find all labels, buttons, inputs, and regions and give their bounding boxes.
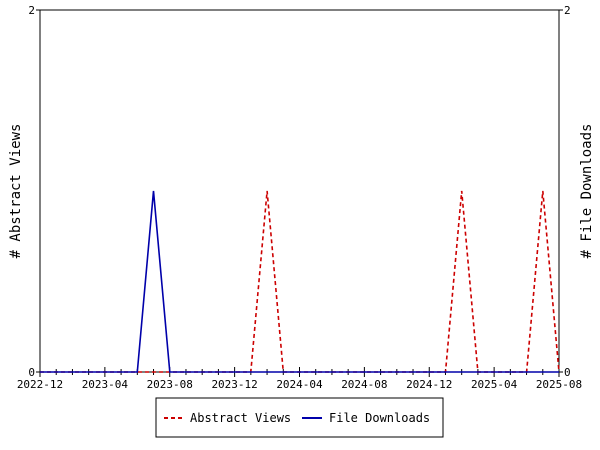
x-tick-label: 2023-08 xyxy=(147,378,193,391)
plot-area xyxy=(39,9,560,373)
series-line-file-downloads xyxy=(40,190,559,373)
x-axis-tick-labels: 2022-12 2023-04 2023-08 2023-12 2024-04 2024-… xyxy=(17,378,582,391)
x-tick-label: 2025-08 xyxy=(536,378,582,391)
y-axis-left-label: # Abstract Views xyxy=(8,124,24,259)
y-left-tick-label-max: 2 xyxy=(28,4,35,17)
x-tick-label: 2024-12 xyxy=(406,378,452,391)
x-tick-label: 2023-12 xyxy=(211,378,257,391)
legend-box xyxy=(155,397,444,438)
legend-label-abstract-views: Abstract Views xyxy=(190,411,291,425)
x-tick-label: 2023-04 xyxy=(82,378,129,391)
y-axis-right-label: # File Downloads xyxy=(579,124,595,259)
x-tick-label: 2024-04 xyxy=(276,378,323,391)
y-right-tick-label-min: 0 xyxy=(564,366,571,379)
series-lines xyxy=(40,190,560,373)
x-tick-label: 2024-08 xyxy=(341,378,387,391)
y-left-tick-label-min: 0 xyxy=(28,366,35,379)
legend: Abstract Views File Downloads xyxy=(155,397,444,438)
y-right-tick-label-max: 2 xyxy=(564,4,571,17)
legend-label-file-downloads: File Downloads xyxy=(329,411,430,425)
x-tick-label: 2022-12 xyxy=(17,378,63,391)
x-tick-label: 2025-04 xyxy=(471,378,518,391)
y-axis-ticks xyxy=(36,9,563,373)
